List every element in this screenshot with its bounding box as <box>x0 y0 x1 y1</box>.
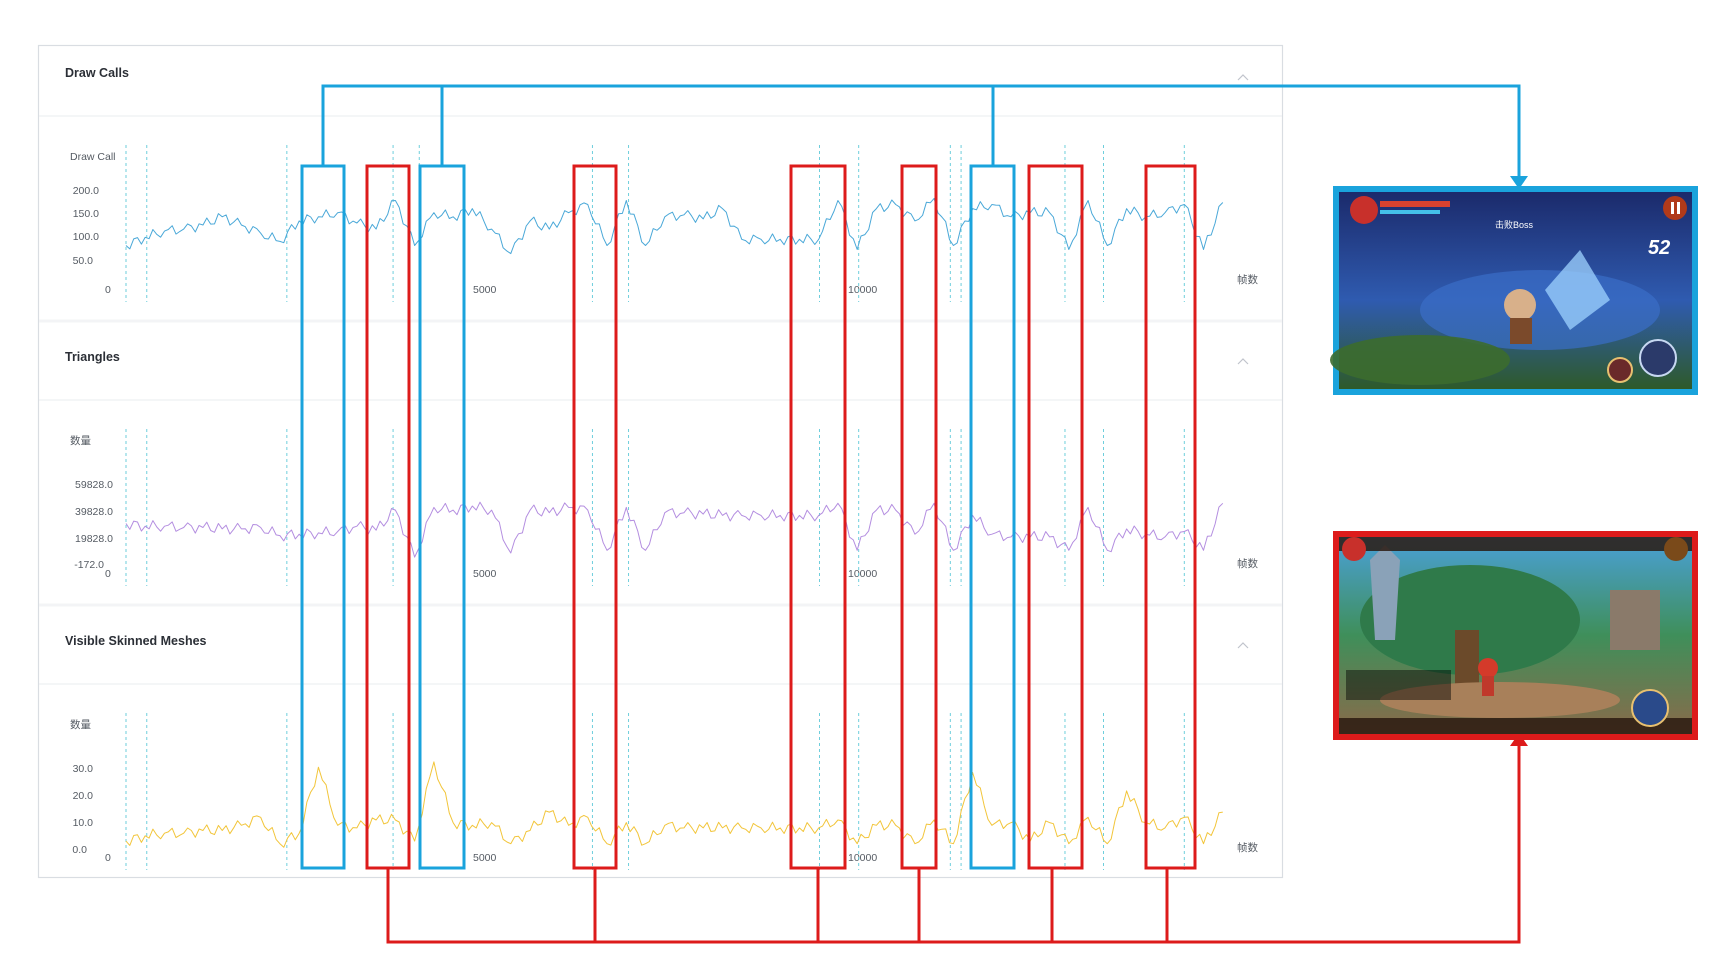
x-tick-label: 5000 <box>473 284 497 296</box>
y-tick-label: 39828.0 <box>75 506 113 518</box>
series-line-draw-calls <box>125 197 1224 255</box>
hud-objective-text: 击败Boss <box>1495 219 1534 230</box>
y-tick-label: 100.0 <box>73 231 99 243</box>
chevron-up-icon[interactable] <box>1237 358 1249 365</box>
panel-title-skinned-meshes: Visible Skinned Meshes <box>65 634 207 648</box>
y-tick-label: 200.0 <box>73 185 99 197</box>
red-highlight-box <box>1144 164 1197 870</box>
x-tick-label: 0 <box>105 284 111 296</box>
blue-connector <box>321 84 1521 178</box>
y-tick-label: 0.0 <box>72 844 87 856</box>
y-tick-label: 50.0 <box>73 255 94 267</box>
arrow-down-icon <box>1510 176 1528 189</box>
y-axis-label: 数量 <box>70 718 91 731</box>
x-tick-label: 0 <box>105 568 111 580</box>
town-scene-thumbnail <box>1333 531 1698 740</box>
y-tick-label: 30.0 <box>73 763 94 775</box>
y-tick-label: 59828.0 <box>75 479 113 491</box>
combo-counter-text: 52 <box>1648 237 1670 259</box>
x-tick-label: 5000 <box>473 852 497 864</box>
red-connector <box>386 744 1521 944</box>
battle-scene-thumbnail: 击败Boss 52 <box>1330 186 1698 395</box>
panel-title-draw-calls: Draw Calls <box>65 66 129 80</box>
red-highlight-box <box>1027 164 1084 870</box>
series-line-skinned <box>125 761 1223 848</box>
y-axis-label: Draw Call <box>70 151 116 163</box>
chart-card <box>37 44 1284 879</box>
x-tick-label: 10000 <box>848 284 877 296</box>
x-axis-unit: 帧数 <box>1237 841 1259 854</box>
x-tick-label: 0 <box>105 852 111 864</box>
y-tick-label: 10.0 <box>73 817 94 829</box>
x-tick-label: 5000 <box>473 568 497 580</box>
x-axis-unit: 帧数 <box>1237 557 1259 570</box>
chevron-up-icon[interactable] <box>1237 642 1249 649</box>
x-axis-unit: 帧数 <box>1237 273 1259 286</box>
series-line-triangles <box>125 501 1224 558</box>
chevron-up-icon[interactable] <box>1237 74 1249 81</box>
y-tick-label: 150.0 <box>73 208 99 220</box>
y-tick-label: 20.0 <box>73 790 94 802</box>
panel-title-triangles: Triangles <box>65 350 120 364</box>
y-tick-label: -172.0 <box>74 559 104 571</box>
y-axis-label: 数量 <box>70 434 91 447</box>
series-lines <box>125 197 1224 848</box>
x-tick-label: 10000 <box>848 852 877 864</box>
y-tick-label: 19828.0 <box>75 533 113 545</box>
x-tick-label: 10000 <box>848 568 877 580</box>
